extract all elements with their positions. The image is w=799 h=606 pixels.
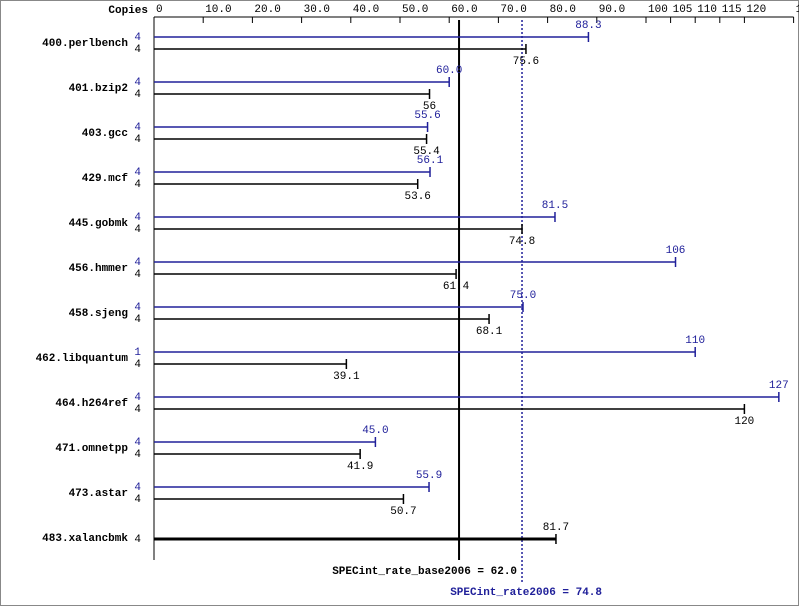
copies-label: 4	[134, 257, 141, 269]
benchmark-label: 473.astar	[69, 488, 128, 500]
value-label: 75.0	[510, 290, 536, 302]
x-tick-label: 0	[156, 4, 163, 16]
value-label: 120	[734, 416, 754, 428]
x-tick-label: 115	[722, 4, 742, 16]
x-tick-label: 80.0	[550, 4, 576, 16]
copies-label: 4	[134, 77, 141, 89]
copies-label: 4	[134, 167, 141, 179]
copies-label: 4	[134, 269, 141, 281]
value-label: 68.1	[476, 326, 503, 338]
value-label: 61.4	[443, 281, 470, 293]
copies-label: 4	[134, 224, 141, 236]
x-tick-label: 90.0	[599, 4, 625, 16]
copies-label: 4	[134, 32, 141, 44]
value-label: 81.7	[543, 522, 569, 534]
copies-header: Copies	[108, 5, 148, 17]
x-tick-label: 30.0	[304, 4, 330, 16]
value-label: 127	[769, 380, 789, 392]
benchmark-label: 483.xalancbmk	[42, 533, 128, 545]
benchmark-label: 458.sjeng	[69, 308, 128, 320]
x-tick-label: 10.0	[205, 4, 231, 16]
value-label: 110	[685, 335, 705, 347]
x-tick-label: 50.0	[402, 4, 428, 16]
value-label: 39.1	[333, 371, 360, 383]
value-label: 56.1	[417, 155, 444, 167]
value-label: 74.8	[509, 236, 535, 248]
peak-reference-label: SPECint_rate2006 = 74.8	[450, 587, 602, 599]
x-tick-label: 60.0	[451, 4, 477, 16]
value-label: 60.0	[436, 65, 462, 77]
value-label: 55.6	[414, 110, 440, 122]
value-label: 41.9	[347, 461, 373, 473]
x-tick-label: 100	[648, 4, 668, 16]
copies-label: 1	[134, 347, 141, 359]
copies-label: 4	[134, 534, 141, 546]
value-label: 55.9	[416, 470, 442, 482]
copies-label: 4	[134, 392, 141, 404]
x-tick-label: 40.0	[353, 4, 379, 16]
copies-label: 4	[134, 494, 141, 506]
benchmark-label: 462.libquantum	[36, 353, 129, 365]
benchmark-label: 464.h264ref	[55, 398, 128, 410]
copies-label: 4	[134, 359, 141, 371]
copies-label: 4	[134, 44, 141, 56]
base-reference-label: SPECint_rate_base2006 = 62.0	[332, 566, 517, 578]
value-label: 45.0	[362, 425, 388, 437]
x-tick-label: 70.0	[500, 4, 526, 16]
benchmark-label: 401.bzip2	[69, 83, 128, 95]
value-label: 55.4	[413, 146, 440, 158]
copies-label: 4	[134, 482, 141, 494]
benchmark-label: 403.gcc	[82, 128, 128, 140]
copies-label: 4	[134, 302, 141, 314]
value-label: 56	[423, 101, 436, 113]
copies-label: 4	[134, 122, 141, 134]
benchmark-label: 456.hmmer	[69, 263, 128, 275]
value-label: 50.7	[390, 506, 416, 518]
copies-label: 4	[134, 449, 141, 461]
copies-label: 4	[134, 179, 141, 191]
copies-label: 4	[134, 314, 141, 326]
value-label: 81.5	[542, 200, 568, 212]
copies-label: 4	[134, 437, 141, 449]
value-label: 53.6	[405, 191, 431, 203]
copies-label: 4	[134, 89, 141, 101]
value-label: 106	[666, 245, 686, 257]
benchmark-label: 400.perlbench	[42, 38, 128, 50]
copies-label: 4	[134, 212, 141, 224]
benchmark-label: 445.gobmk	[69, 218, 129, 230]
copies-label: 4	[134, 404, 141, 416]
value-label: 75.6	[513, 56, 539, 68]
copies-label: 4	[134, 134, 141, 146]
benchmark-label: 429.mcf	[82, 173, 129, 185]
x-tick-label: 105	[673, 4, 693, 16]
x-tick-label: 120	[746, 4, 766, 16]
benchmark-label: 471.omnetpp	[55, 443, 128, 455]
x-tick-label: 110	[697, 4, 717, 16]
x-tick-label: 130	[796, 4, 799, 16]
value-label: 88.3	[575, 20, 601, 32]
x-tick-label: 20.0	[254, 4, 280, 16]
